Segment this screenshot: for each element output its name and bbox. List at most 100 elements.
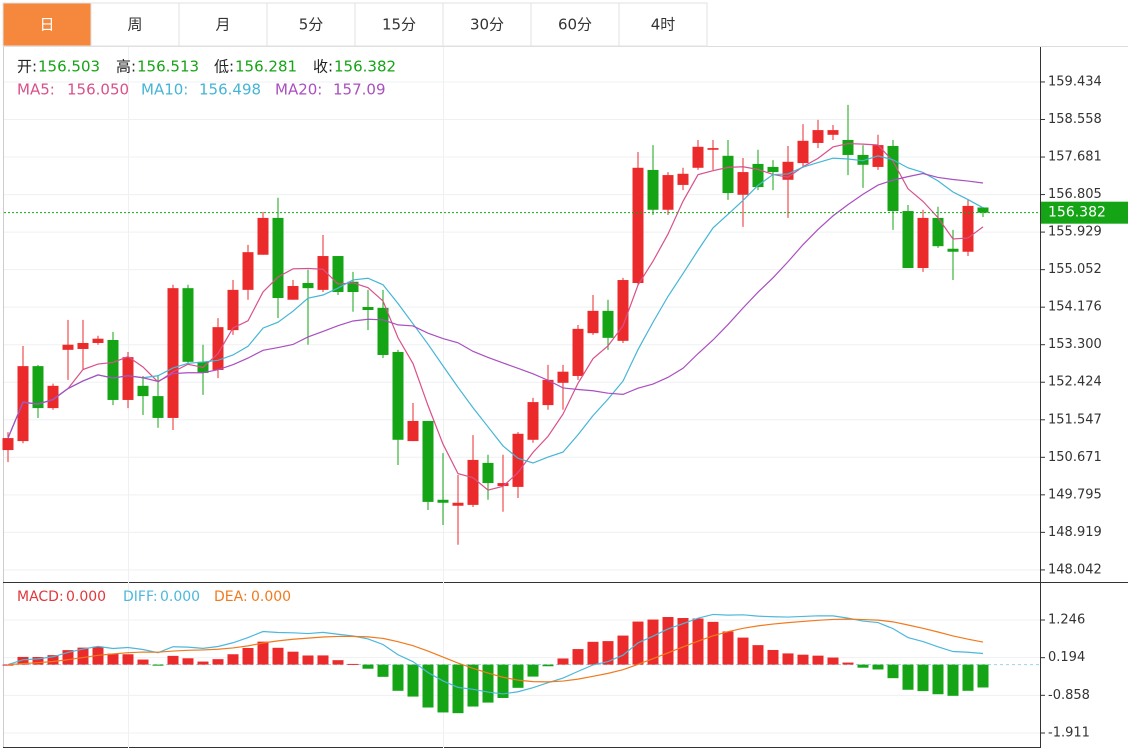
candle-body	[422, 420, 434, 502]
macd-bar	[722, 631, 734, 665]
tab[interactable]	[90, 2, 180, 47]
candle-body	[932, 217, 944, 247]
candle-body	[917, 217, 929, 269]
ma-label: MA5:	[17, 81, 55, 99]
macd-bar	[767, 649, 779, 665]
candle-body	[602, 310, 614, 338]
macd-label: DEA:	[214, 589, 248, 605]
macd-bar	[707, 621, 719, 665]
macd-bar	[617, 635, 629, 665]
candle-body	[317, 256, 329, 290]
info-value: 156.513	[137, 58, 199, 76]
macd-bar	[512, 664, 524, 688]
ma-label: MA10:	[141, 81, 188, 99]
tab[interactable]	[530, 2, 620, 47]
macd-bar	[557, 658, 569, 665]
candle-body	[617, 280, 629, 341]
tab[interactable]	[266, 2, 356, 47]
candle-body	[527, 402, 539, 440]
diff-line	[7, 613, 984, 695]
tab[interactable]	[354, 2, 444, 47]
macd-bar	[857, 664, 869, 668]
macd-bar	[467, 664, 479, 707]
candle-body	[782, 161, 794, 180]
macd-bar	[872, 664, 884, 670]
macd-bar	[827, 657, 839, 665]
candle-body	[152, 396, 164, 418]
tab[interactable]	[178, 2, 268, 47]
y-tick-label: 148.042	[1048, 562, 1102, 577]
macd-value: 0.000	[160, 589, 200, 605]
candle-body	[122, 357, 134, 400]
macd-bar	[107, 653, 119, 665]
macd-bar	[347, 663, 359, 665]
tab-label[interactable]: 日	[39, 16, 54, 34]
macd-bar	[272, 647, 284, 665]
y-tick-label: 156.805	[1048, 187, 1102, 202]
macd-bar	[152, 664, 164, 666]
tab-label[interactable]: 60分	[558, 16, 592, 34]
candle-body	[752, 163, 764, 188]
y-tick-label: 0.194	[1048, 650, 1085, 665]
macd-label: DIFF:	[123, 589, 158, 605]
tab[interactable]	[618, 2, 708, 47]
macd-bar	[47, 655, 59, 665]
macd-bar	[392, 664, 404, 691]
candle-body	[677, 173, 689, 185]
tab-label[interactable]: 5分	[299, 16, 324, 34]
candle-body	[77, 342, 89, 349]
y-tick-label: -0.858	[1048, 688, 1090, 703]
macd-bar	[917, 664, 929, 692]
tab[interactable]	[442, 2, 532, 47]
price-box	[1041, 201, 1128, 224]
tab-label[interactable]: 15分	[382, 16, 416, 34]
tab-label[interactable]: 4时	[651, 16, 676, 34]
candle-body	[647, 169, 659, 210]
candle-body	[302, 283, 314, 289]
macd-bar	[227, 654, 239, 665]
candle-body	[887, 145, 899, 212]
candle-body	[797, 140, 809, 164]
macd-value: 0.000	[66, 589, 106, 605]
tab-label[interactable]: 月	[215, 16, 230, 34]
candle-body	[227, 289, 239, 331]
macd-bar	[2, 664, 14, 666]
macd-bar	[17, 656, 29, 665]
macd-label: MACD:	[17, 589, 64, 605]
candle-body	[137, 385, 149, 397]
candle-body	[767, 166, 779, 173]
macd-bar	[62, 650, 74, 665]
info-label: 高:	[116, 58, 136, 76]
tab-label[interactable]: 30分	[470, 16, 504, 34]
ma-value: 157.09	[333, 81, 386, 99]
macd-bar	[212, 659, 224, 665]
macd-bar	[737, 637, 749, 665]
macd-bar	[167, 655, 179, 665]
y-tick-label: 151.547	[1048, 412, 1102, 427]
y-tick-label: 150.671	[1048, 450, 1102, 465]
candle-body	[662, 175, 674, 210]
candle-body	[497, 483, 509, 487]
candle-body	[242, 252, 254, 290]
tab-label[interactable]: 周	[127, 16, 142, 34]
price-label: 156.382	[1048, 205, 1106, 221]
candle-body	[587, 310, 599, 334]
macd-bar	[902, 664, 914, 690]
info-value: 156.503	[38, 58, 100, 76]
candle-body	[62, 344, 74, 350]
macd-bar	[782, 653, 794, 665]
macd-bar	[527, 664, 539, 677]
macd-bar	[977, 664, 989, 688]
candle-body	[182, 288, 194, 362]
candle-body	[362, 307, 374, 311]
macd-bar	[752, 645, 764, 665]
candle-body	[47, 385, 59, 409]
info-value: 156.382	[334, 58, 396, 76]
y-tick-label: 154.176	[1048, 300, 1102, 315]
y-tick-label: 155.929	[1048, 225, 1102, 240]
macd-value: 0.000	[251, 589, 291, 605]
y-tick-label: 159.434	[1048, 74, 1102, 89]
y-tick-label: 155.052	[1048, 262, 1102, 277]
info-label: 低:	[214, 58, 234, 76]
